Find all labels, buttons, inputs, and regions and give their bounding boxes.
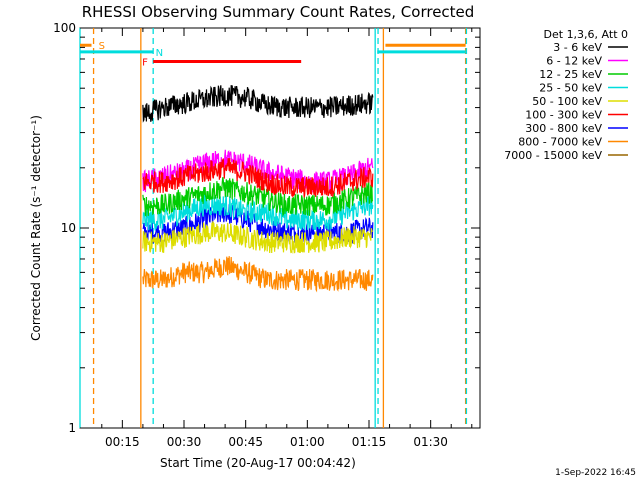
x-axis: 00:15 00:30 00:45 01:00 01:15 01:30 [101, 28, 473, 449]
flag-label-s: S [99, 41, 105, 52]
legend-entry-label: 100 - 300 keV [525, 109, 602, 122]
legend-entry-label: 3 - 6 keV [553, 41, 602, 54]
legend-entry-label: 6 - 12 keV [546, 55, 602, 68]
x-axis-label: Start Time (20-Aug-17 00:04:42) [160, 456, 356, 470]
legend-entry-label: 800 - 7000 keV [518, 136, 602, 149]
chart-title: RHESSI Observing Summary Count Rates, Co… [82, 3, 475, 21]
series-line-5 [142, 158, 374, 199]
x-tick-label: 00:45 [228, 435, 263, 449]
y-axis: 1 10 100 [53, 21, 480, 435]
x-tick-label: 01:30 [413, 435, 448, 449]
y-tick-label: 1 [68, 421, 76, 435]
window-markers [79, 28, 468, 428]
x-tick-label: 00:15 [105, 435, 140, 449]
series-line-4 [142, 220, 373, 254]
series-layer [142, 85, 374, 293]
series-line-7 [142, 256, 374, 293]
legend-entry-label: 50 - 100 keV [532, 95, 602, 108]
y-tick-label: 100 [53, 21, 76, 35]
footer-timestamp: 1-Sep-2022 16:45 [555, 468, 636, 478]
legend-entry-label: 12 - 25 keV [539, 68, 602, 81]
legend-entry-label: 25 - 50 keV [539, 82, 602, 95]
x-tick-label: 01:00 [290, 435, 325, 449]
legend-header: Det 1,3,6, Att 0 [544, 28, 628, 41]
x-tick-label: 01:15 [352, 435, 387, 449]
series-line-2 [142, 177, 374, 218]
flag-label-n: N [156, 48, 163, 59]
legend-entry-label: 7000 - 15000 keV [504, 149, 602, 162]
plot-area: S NF 1 10 100 00:15 00:30 00:45 01:00 01:15 01:3… [53, 21, 481, 449]
y-tick-label: 10 [61, 221, 76, 235]
flag-label-f: F [142, 57, 148, 68]
x-tick-label: 00:30 [167, 435, 202, 449]
flag-bars: S NF [80, 41, 466, 68]
y-axis-label: Corrected Count Rate (s⁻¹ detector⁻¹) [29, 115, 43, 341]
series-line-0 [142, 85, 374, 123]
legend-entry-label: 300 - 800 keV [525, 122, 602, 135]
